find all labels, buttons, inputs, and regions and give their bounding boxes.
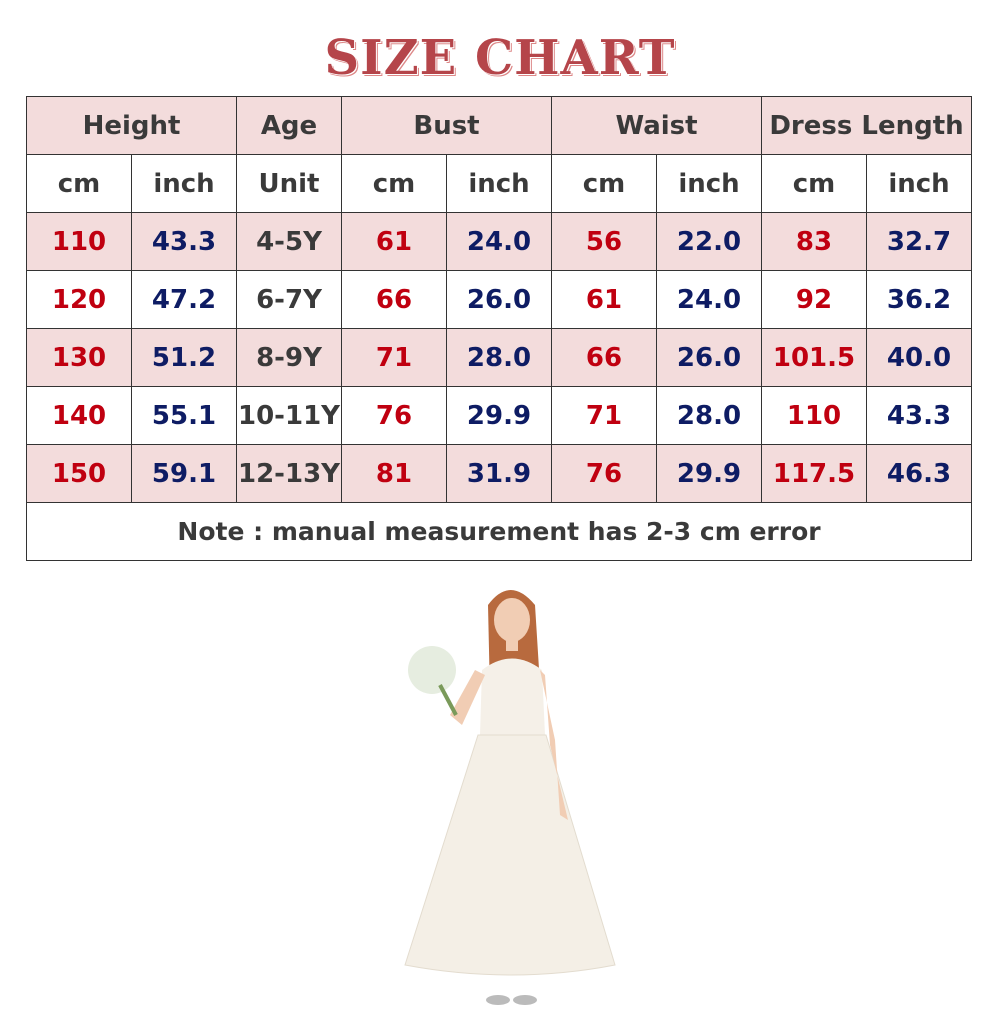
table-cell: 66 (551, 328, 657, 387)
table-cell: 47.2 (131, 270, 237, 329)
unit-header: inch (866, 154, 972, 213)
table-cell: 36.2 (866, 270, 972, 329)
table-cell: 61 (341, 212, 447, 271)
table-cell: 32.7 (866, 212, 972, 271)
table-cell: 76 (341, 386, 447, 445)
table-row: 140 55.1 10-11Y 76 29.9 71 28.0 110 43.3 (26, 386, 972, 445)
table-cell: 4-5Y (236, 212, 342, 271)
header-row: Height Age Bust Waist Dress Length (26, 96, 972, 155)
model-photo (404, 590, 616, 1005)
table-cell: 81 (341, 444, 447, 503)
unit-header: inch (131, 154, 237, 213)
header-bust: Bust (341, 96, 552, 155)
table-cell: 29.9 (656, 444, 762, 503)
header-age: Age (236, 96, 342, 155)
unit-header: Unit (236, 154, 342, 213)
header-dress-length: Dress Length (761, 96, 972, 155)
table-cell: 83 (761, 212, 867, 271)
page-title: SIZE CHART (324, 30, 676, 86)
table-cell: 71 (341, 328, 447, 387)
unit-header: inch (446, 154, 552, 213)
table-cell: 150 (26, 444, 132, 503)
table-cell: 61 (551, 270, 657, 329)
table-cell: 55.1 (131, 386, 237, 445)
table-row: 130 51.2 8-9Y 71 28.0 66 26.0 101.5 40.0 (26, 328, 972, 387)
table-cell: 28.0 (656, 386, 762, 445)
table-cell: 66 (341, 270, 447, 329)
table-cell: 101.5 (761, 328, 867, 387)
table-cell: 10-11Y (236, 386, 342, 445)
table-cell: 29.9 (446, 386, 552, 445)
table-cell: 31.9 (446, 444, 552, 503)
table-cell: 26.0 (446, 270, 552, 329)
table-row: 110 43.3 4-5Y 61 24.0 56 22.0 83 32.7 (26, 212, 972, 271)
table-cell: 92 (761, 270, 867, 329)
table-cell: 43.3 (866, 386, 972, 445)
table-cell: 130 (26, 328, 132, 387)
table-cell: 59.1 (131, 444, 237, 503)
table-cell: 110 (761, 386, 867, 445)
table-cell: 22.0 (656, 212, 762, 271)
table-cell: 24.0 (446, 212, 552, 271)
table-cell: 120 (26, 270, 132, 329)
table-cell: 6-7Y (236, 270, 342, 329)
table-cell: 24.0 (656, 270, 762, 329)
table-cell: 46.3 (866, 444, 972, 503)
header-waist: Waist (551, 96, 762, 155)
table-cell: 71 (551, 386, 657, 445)
table-cell: 12-13Y (236, 444, 342, 503)
table-cell: 28.0 (446, 328, 552, 387)
table-cell: 43.3 (131, 212, 237, 271)
table-cell: 140 (26, 386, 132, 445)
table-cell: 51.2 (131, 328, 237, 387)
table-cell: 40.0 (866, 328, 972, 387)
table-cell: 26.0 (656, 328, 762, 387)
table-row: 120 47.2 6-7Y 66 26.0 61 24.0 92 36.2 (26, 270, 972, 329)
table-cell: 76 (551, 444, 657, 503)
unit-header: cm (761, 154, 867, 213)
table-cell: 8-9Y (236, 328, 342, 387)
header-height: Height (26, 96, 237, 155)
unit-header: cm (26, 154, 132, 213)
unit-row: cm inch Unit cm inch cm inch cm inch (26, 154, 972, 213)
table-row: 150 59.1 12-13Y 81 31.9 76 29.9 117.5 46.3 (26, 444, 972, 503)
size-table: Height Age Bust Waist Dress Length cm inc… (26, 96, 972, 561)
table-cell: 110 (26, 212, 132, 271)
table-cell: 56 (551, 212, 657, 271)
unit-header: cm (341, 154, 447, 213)
unit-header: inch (656, 154, 762, 213)
note: Note : manual measurement has 2-3 cm err… (26, 502, 972, 561)
unit-header: cm (551, 154, 657, 213)
table-cell: 117.5 (761, 444, 867, 503)
